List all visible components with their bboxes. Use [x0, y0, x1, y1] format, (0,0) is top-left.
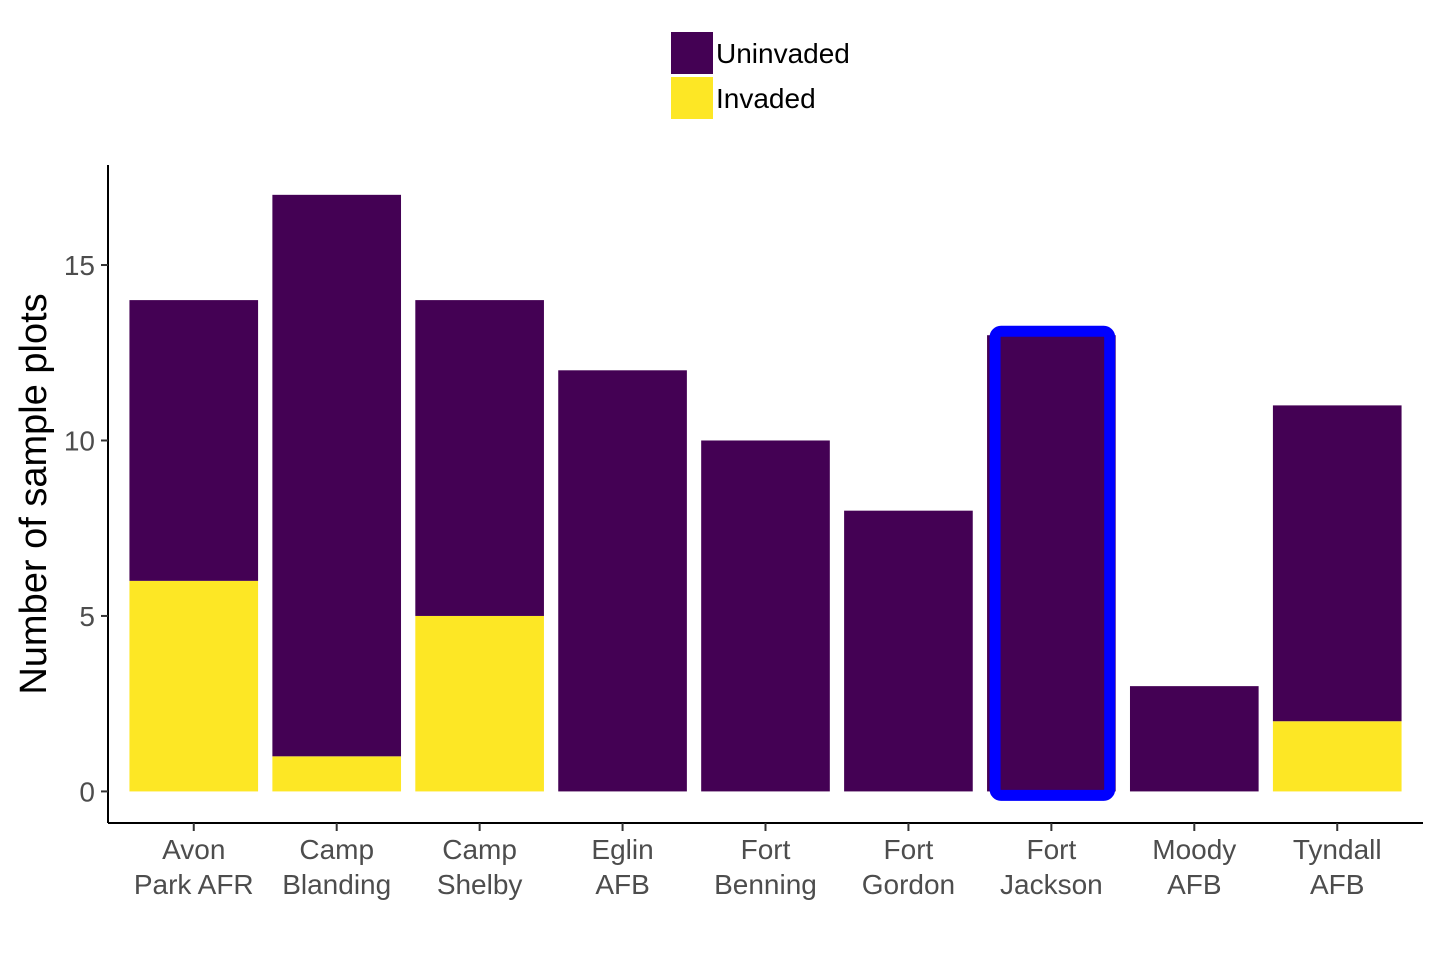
x-tick-label: Eglin AFB [591, 834, 653, 900]
bar-invaded-0 [129, 580, 259, 792]
x-tick-label: Avon Park AFR [134, 834, 254, 900]
bar-invaded-1 [272, 756, 402, 792]
bar-uninvaded-8 [1272, 405, 1402, 722]
legend-key-uninvaded [671, 32, 713, 74]
legend-label-invaded: Invaded [716, 83, 816, 114]
highlight-box [989, 325, 1116, 801]
legend-label-uninvaded: Uninvaded [716, 38, 850, 69]
y-tick-label: 5 [79, 601, 95, 632]
x-tick-label: Camp Blanding [282, 834, 391, 900]
bar-uninvaded-6 [987, 335, 1116, 792]
bar-invaded-8 [1272, 721, 1402, 792]
highlight-rect [989, 325, 1116, 801]
x-tick-label: Tyndall AFB [1293, 834, 1382, 900]
bar-uninvaded-3 [558, 370, 687, 792]
x-tick-label: Fort Benning [714, 834, 817, 900]
y-axis-label: Number of sample plots [13, 293, 55, 694]
bar-uninvaded-2 [415, 300, 544, 616]
bar-uninvaded-0 [129, 300, 259, 581]
x-ticks: Avon Park AFR Camp Blanding Camp Shelby Eglin A… [134, 823, 1382, 900]
x-tick-label: Fort Gordon [862, 834, 955, 900]
y-ticks: 0 5 10 15 [64, 250, 108, 807]
y-tick-label: 10 [64, 425, 95, 456]
x-tick-label: Moody AFB [1152, 834, 1236, 900]
bar-uninvaded-1 [272, 194, 402, 757]
legend: Uninvaded Invaded [671, 32, 850, 119]
y-tick-label: 15 [64, 250, 95, 281]
y-tick-label: 0 [79, 776, 95, 807]
bars [129, 194, 1402, 792]
x-tick-label: Fort Jackson [1000, 834, 1103, 900]
bar-uninvaded-5 [844, 510, 973, 792]
x-tick-label: Camp Shelby [437, 834, 523, 900]
bar-uninvaded-4 [701, 440, 830, 792]
legend-key-invaded [671, 77, 713, 119]
bar-invaded-2 [415, 615, 544, 792]
bar-uninvaded-7 [1129, 686, 1259, 792]
